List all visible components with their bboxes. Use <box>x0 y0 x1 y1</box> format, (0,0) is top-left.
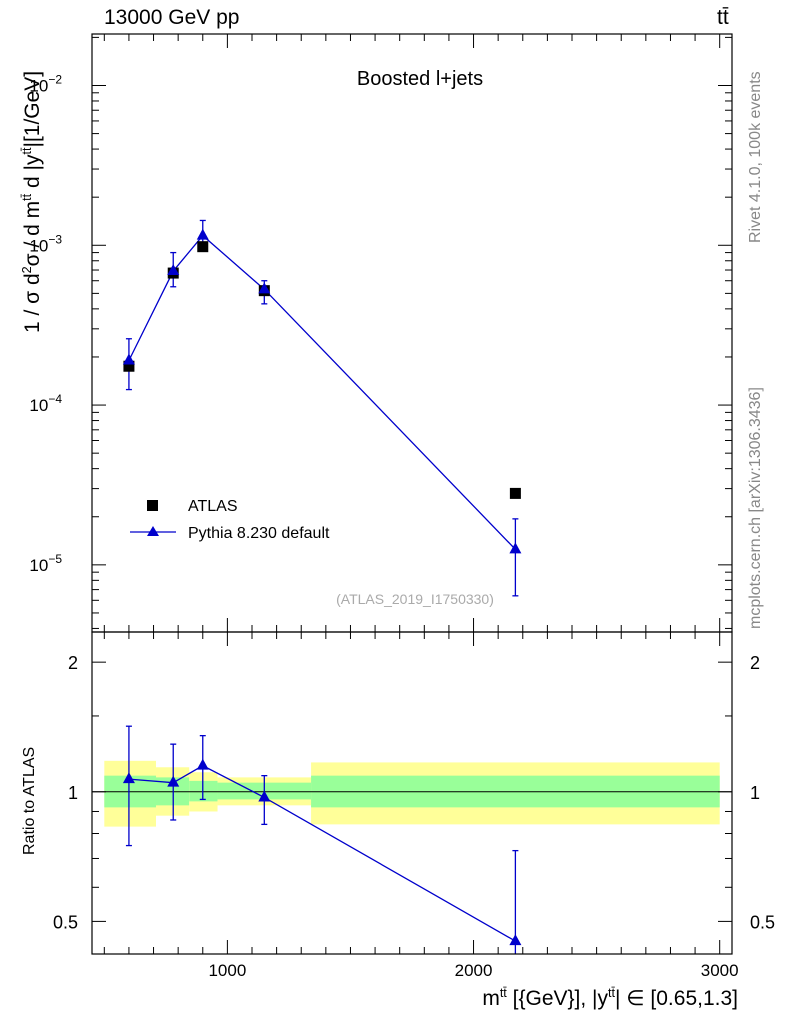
ratio-data-point <box>122 772 135 784</box>
rivet-version-label: Rivet 4.1.0, 100k events <box>747 71 764 243</box>
x-tick-label: 3000 <box>701 961 739 980</box>
main-axis-ticks: 10−5 10−4 10−3 10−2 <box>29 34 732 632</box>
ratio-y-tick-label: 1 <box>68 783 78 803</box>
x-tick-label: 1000 <box>208 961 246 980</box>
ratio-y-tick-label: 2 <box>68 653 78 673</box>
ratio-y-tick-label-right: 0.5 <box>750 912 775 932</box>
main-y-tick-label: 10−3 <box>29 232 62 255</box>
ratio-y-tick-label-right: 2 <box>750 653 760 673</box>
analysis-label: (ATLAS_2019_I1750330) <box>336 591 494 607</box>
main-plot-content <box>122 219 522 597</box>
legend-atlas-marker <box>147 500 158 511</box>
main-y-tick-label: 10−5 <box>29 552 62 575</box>
pythia-series-line <box>128 234 516 550</box>
legend-pythia-label: Pythia 8.230 default <box>188 525 330 542</box>
ratio-y-axis-label: Ratio to ATLAS <box>21 746 38 855</box>
ratio-data-point <box>196 758 209 770</box>
mcplots-source-label: mcplots.cern.ch [arXiv:1306.3436] <box>747 387 764 629</box>
ratio-uncertainty-bands <box>104 760 720 827</box>
atlas-data-point <box>123 360 135 372</box>
energy-label: 13000 GeV pp <box>104 6 240 29</box>
plot-title: Boosted l+jets <box>357 68 483 90</box>
main-y-tick-label: 10−2 <box>29 72 62 95</box>
main-plot-frame <box>91 33 733 633</box>
atlas-data-point <box>197 241 209 253</box>
x-tick-label: 2000 <box>455 961 493 980</box>
pythia-data-point <box>196 228 209 240</box>
ratio-y-tick-label: 0.5 <box>53 912 78 932</box>
ratio-y-tick-label-right: 1 <box>750 783 760 803</box>
legend-atlas-label: ATLAS <box>188 498 238 515</box>
ratio-plot-content <box>122 725 522 954</box>
legend-pythia-marker <box>147 526 159 536</box>
pythia-data-point <box>509 542 522 554</box>
ratio-data-point <box>258 790 271 802</box>
pythia-data-point <box>258 282 271 294</box>
process-label: tt̄ <box>717 6 729 29</box>
ratio-data-point <box>509 934 522 946</box>
ratio-plot-frame <box>91 631 733 955</box>
ratio-data-point <box>167 775 180 787</box>
main-y-axis-label: 1 / σ d2σ / d mtt̄ d |ytt̄|[1/GeV] <box>20 70 44 333</box>
pythia-data-point <box>122 353 135 365</box>
pythia-data-point <box>167 264 180 276</box>
atlas-data-point <box>509 487 521 499</box>
x-axis-label: mtt̄ [{GeV}], |ytt̄| ∈ [0.65,1.3] <box>482 986 738 1010</box>
main-y-tick-label: 10−4 <box>29 392 62 415</box>
legend: ATLAS Pythia 8.230 default <box>130 498 330 542</box>
